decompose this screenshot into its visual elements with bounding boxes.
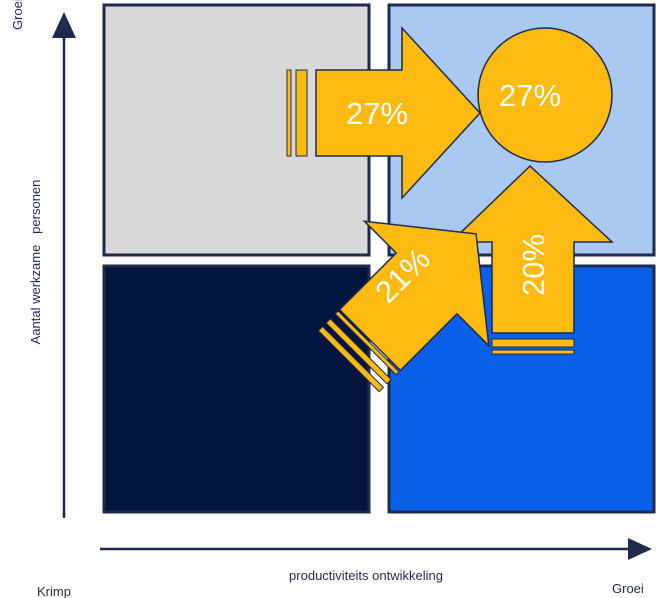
x-axis [100,538,652,560]
target-label: 27% [499,78,561,113]
quadrant-bottom-left [102,264,371,514]
flow-label-27: 27% [346,96,408,131]
flow-label-20: 20% [516,234,551,296]
target-circle: 27% [477,27,613,163]
flow-arrow-up: 20% [449,164,614,355]
y-axis-top-label: Groei [10,0,25,30]
y-axis-label: Aantal werkzame personen [28,180,43,345]
x-axis-right-label: Groei [612,581,644,596]
flow-arrow-right: 27% [286,26,482,200]
y-axis [52,12,76,518]
x-axis-left-label: Krimp [37,584,71,598]
x-axis-arrowhead [628,538,652,560]
y-axis-arrowhead [52,12,76,38]
x-axis-label: productiviteits ontwikkeling [289,568,443,583]
